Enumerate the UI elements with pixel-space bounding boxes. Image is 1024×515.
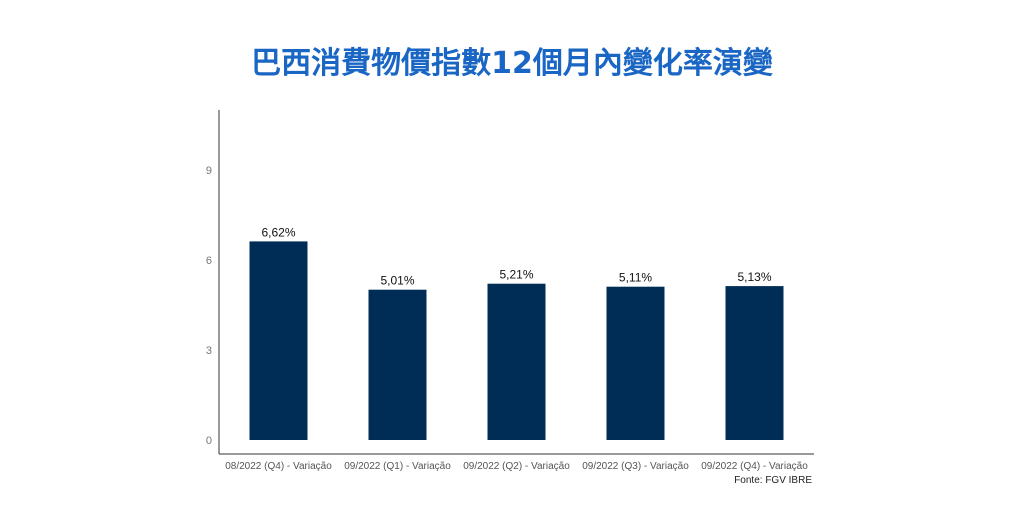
bar xyxy=(725,286,784,440)
category-label: 09/2022 (Q1) - Variação xyxy=(344,461,451,472)
y-axis-ticks: 0 3 6 9 xyxy=(206,165,212,447)
bar xyxy=(249,241,308,440)
bar-value-label: 5,11% xyxy=(619,271,652,285)
bar xyxy=(368,289,427,440)
category-label: 09/2022 (Q2) - Variação xyxy=(463,461,570,472)
chart-title: 巴西消費物價指數12個月內變化率演變 xyxy=(251,46,773,81)
category-label: 09/2022 (Q4) - Variação xyxy=(701,461,808,472)
y-tick-label: 9 xyxy=(206,165,212,177)
source-note: Fonte: FGV IBRE xyxy=(734,475,812,486)
category-label: 09/2022 (Q3) - Variação xyxy=(582,461,689,472)
category-label: 08/2022 (Q4) - Variação xyxy=(225,461,332,472)
bar-value-label: 5,13% xyxy=(737,270,771,284)
bar-value-label: 5,01% xyxy=(380,274,414,288)
y-tick-label: 0 xyxy=(206,435,212,447)
data-labels: 6,62% 5,01% 5,21% 5,11% 5,13% xyxy=(261,225,771,287)
bar xyxy=(606,286,665,440)
bar xyxy=(487,283,546,440)
bar-value-label: 5,21% xyxy=(499,268,533,282)
bar-value-label: 6,62% xyxy=(261,225,295,239)
category-labels: 08/2022 (Q4) - Variação 09/2022 (Q1) - Va… xyxy=(225,461,808,472)
bars xyxy=(249,241,784,440)
y-tick-label: 3 xyxy=(206,345,212,357)
y-tick-label: 6 xyxy=(206,255,212,267)
